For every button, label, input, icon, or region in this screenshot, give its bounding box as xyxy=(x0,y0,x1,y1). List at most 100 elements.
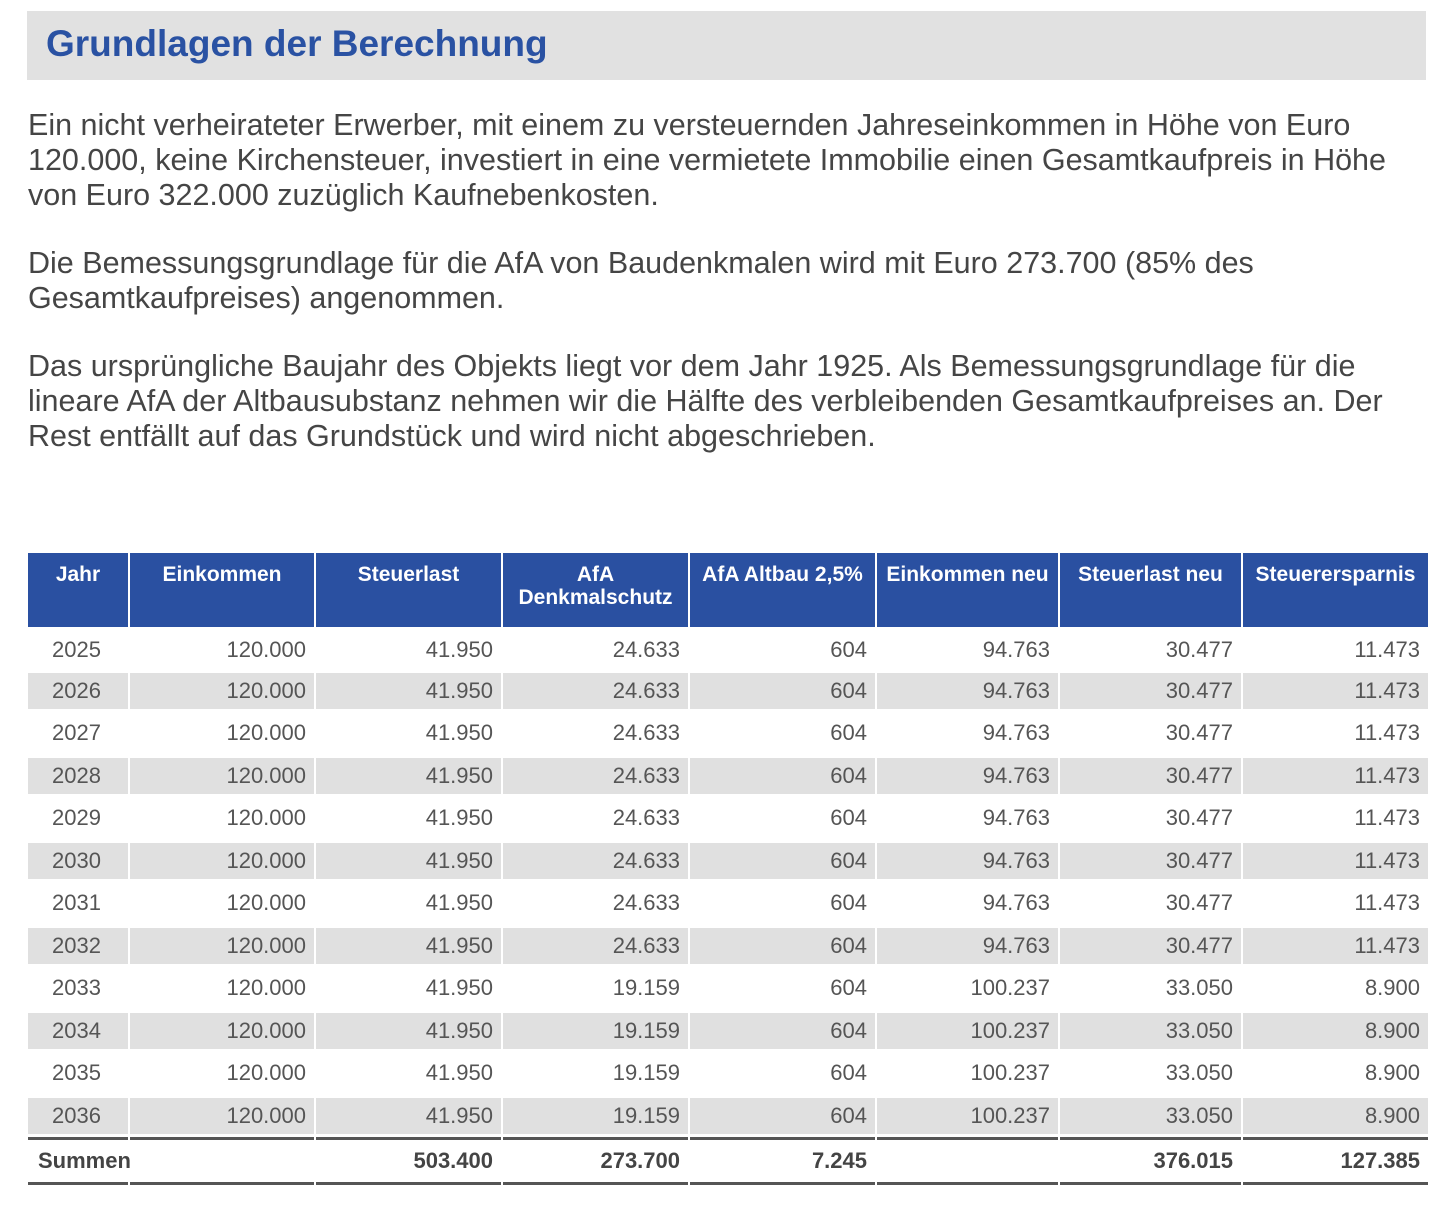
table-cell: 33.050 xyxy=(1060,1009,1241,1052)
table-cell: 41.950 xyxy=(425,637,493,663)
table-cell: 94.763 xyxy=(982,890,1050,916)
paragraph-afa-basis: Die Bemessungsgrundlage für die AfA von … xyxy=(28,246,1254,315)
table-cell: 120.000 xyxy=(130,1094,314,1137)
totals-cell: 127.385 xyxy=(1243,1137,1428,1185)
table-cell: 120.000 xyxy=(130,839,314,882)
table-cell: 94.763 xyxy=(982,637,1050,663)
table-cell: 94.763 xyxy=(877,754,1058,797)
column-header: AfA Altbau 2,5% xyxy=(690,553,875,627)
table-row: 2026 120.000 41.950 24.633 604 94.763 30.477 11… xyxy=(28,669,1428,712)
table-cell: 24.633 xyxy=(503,754,688,797)
table-cell: 30.477 xyxy=(1165,637,1233,663)
tax-savings-table: Jahr Einkommen Steuerlast AfA Denkmalschutz… xyxy=(26,553,1430,1185)
table-cell: 604 xyxy=(690,754,875,797)
table-row: 2035 120.000 41.950 19.159 604 100.237 33.050 8… xyxy=(28,1052,1428,1095)
table-cell: 604 xyxy=(830,975,867,1001)
table-cell: 2032 xyxy=(28,924,128,967)
table-cell: 120.000 xyxy=(130,754,314,797)
table-cell: 2035 xyxy=(52,1060,101,1086)
table-cell: 41.950 xyxy=(425,805,493,831)
table-cell: 120.000 xyxy=(226,975,306,1001)
table-cell: 24.633 xyxy=(612,805,680,831)
table-cell: 41.950 xyxy=(316,1009,501,1052)
table-cell: 11.473 xyxy=(1243,669,1428,712)
table-cell: 94.763 xyxy=(877,839,1058,882)
table-cell: 2031 xyxy=(52,890,101,916)
table-cell: 2033 xyxy=(52,975,101,1001)
totals-row: Summen 503.400 273.700 7.245 376.015 127.385 xyxy=(28,1137,1428,1185)
table-cell: 2026 xyxy=(28,669,128,712)
table-cell: 8.900 xyxy=(1364,975,1420,1001)
table-cell: 100.237 xyxy=(970,975,1050,1001)
table-cell: 11.473 xyxy=(1354,720,1420,746)
table-cell: 94.763 xyxy=(982,805,1050,831)
table-cell: 2025 xyxy=(52,637,101,663)
table-cell: 11.473 xyxy=(1243,839,1428,882)
table-cell: 30.477 xyxy=(1060,754,1241,797)
table-cell: 41.950 xyxy=(316,1094,501,1137)
column-header: Steuerlast xyxy=(316,553,501,627)
table-cell: 604 xyxy=(690,839,875,882)
table-cell: 30.477 xyxy=(1165,890,1233,916)
table-cell: 604 xyxy=(830,1060,867,1086)
table-row: 2029 120.000 41.950 24.633 604 94.763 30.477 11… xyxy=(28,797,1428,840)
table-cell: 100.237 xyxy=(877,1094,1058,1137)
table-cell: 30.477 xyxy=(1165,720,1233,746)
paragraph-buyer: Ein nicht verheirateter Erwerber, mit ei… xyxy=(28,108,1386,212)
table-cell: 604 xyxy=(690,924,875,967)
table-cell: 41.950 xyxy=(425,975,493,1001)
section-title: Grundlagen der Berechnung xyxy=(46,23,548,64)
totals-cell: 503.400 xyxy=(316,1137,501,1185)
totals-cell: 273.700 xyxy=(503,1137,688,1185)
table-cell: 24.633 xyxy=(612,720,680,746)
table-cell: 604 xyxy=(830,637,867,663)
table-cell: 2027 xyxy=(52,720,101,746)
table-row: 2032 120.000 41.950 24.633 604 94.763 30.477 11… xyxy=(28,924,1428,967)
table-cell: 11.473 xyxy=(1354,637,1420,663)
table-cell: 33.050 xyxy=(1165,975,1233,1001)
totals-cell: Summen xyxy=(28,1137,131,1185)
table-cell: 94.763 xyxy=(982,720,1050,746)
table-cell: 604 xyxy=(690,1009,875,1052)
totals-cell: 7.245 xyxy=(690,1137,875,1185)
column-header: Einkommen neu xyxy=(877,553,1058,627)
table-cell: 24.633 xyxy=(612,637,680,663)
table-cell: 30.477 xyxy=(1060,924,1241,967)
table-cell: 120.000 xyxy=(226,890,306,916)
table-cell: 30.477 xyxy=(1060,839,1241,882)
table-header-row: Jahr Einkommen Steuerlast AfA Denkmalschutz… xyxy=(28,553,1428,627)
column-header: Steuerersparnis xyxy=(1243,553,1428,627)
table-cell: 8.900 xyxy=(1364,1060,1420,1086)
table-cell: 11.473 xyxy=(1243,924,1428,967)
table-row: 2031 120.000 41.950 24.633 604 94.763 30.477 11… xyxy=(28,882,1428,925)
table-cell: 11.473 xyxy=(1354,890,1420,916)
table-cell: 120.000 xyxy=(226,720,306,746)
table-cell: 24.633 xyxy=(503,839,688,882)
table-cell: 41.950 xyxy=(316,754,501,797)
table-cell: 604 xyxy=(690,669,875,712)
totals-cell: 376.015 xyxy=(1060,1137,1241,1185)
table-cell: 604 xyxy=(830,720,867,746)
table-cell: 33.050 xyxy=(1060,1094,1241,1137)
table-cell: 19.159 xyxy=(612,1060,680,1086)
table-cell: 2034 xyxy=(28,1009,128,1052)
table-cell: 2030 xyxy=(28,839,128,882)
table-cell: 41.950 xyxy=(425,720,493,746)
totals-cell xyxy=(877,1137,1058,1185)
table-cell: 19.159 xyxy=(612,975,680,1001)
table-cell: 8.900 xyxy=(1243,1094,1428,1137)
table-cell: 604 xyxy=(830,805,867,831)
table-cell: 24.633 xyxy=(503,669,688,712)
table-cell: 41.950 xyxy=(316,839,501,882)
table-cell: 41.950 xyxy=(425,890,493,916)
table-row: 2025 120.000 41.950 24.633 604 94.763 30.477 11… xyxy=(28,627,1428,670)
table-cell: 2036 xyxy=(28,1094,128,1137)
table-cell: 30.477 xyxy=(1165,805,1233,831)
table-cell: 8.900 xyxy=(1243,1009,1428,1052)
table-row: 2036 120.000 41.950 19.159 604 100.237 33.050 8… xyxy=(28,1094,1428,1137)
column-header: Jahr xyxy=(28,553,128,627)
table-row: 2028 120.000 41.950 24.633 604 94.763 30.477 11… xyxy=(28,754,1428,797)
table-row: 2033 120.000 41.950 19.159 604 100.237 33.050 8… xyxy=(28,967,1428,1010)
table-cell: 120.000 xyxy=(130,669,314,712)
table-cell: 33.050 xyxy=(1165,1060,1233,1086)
